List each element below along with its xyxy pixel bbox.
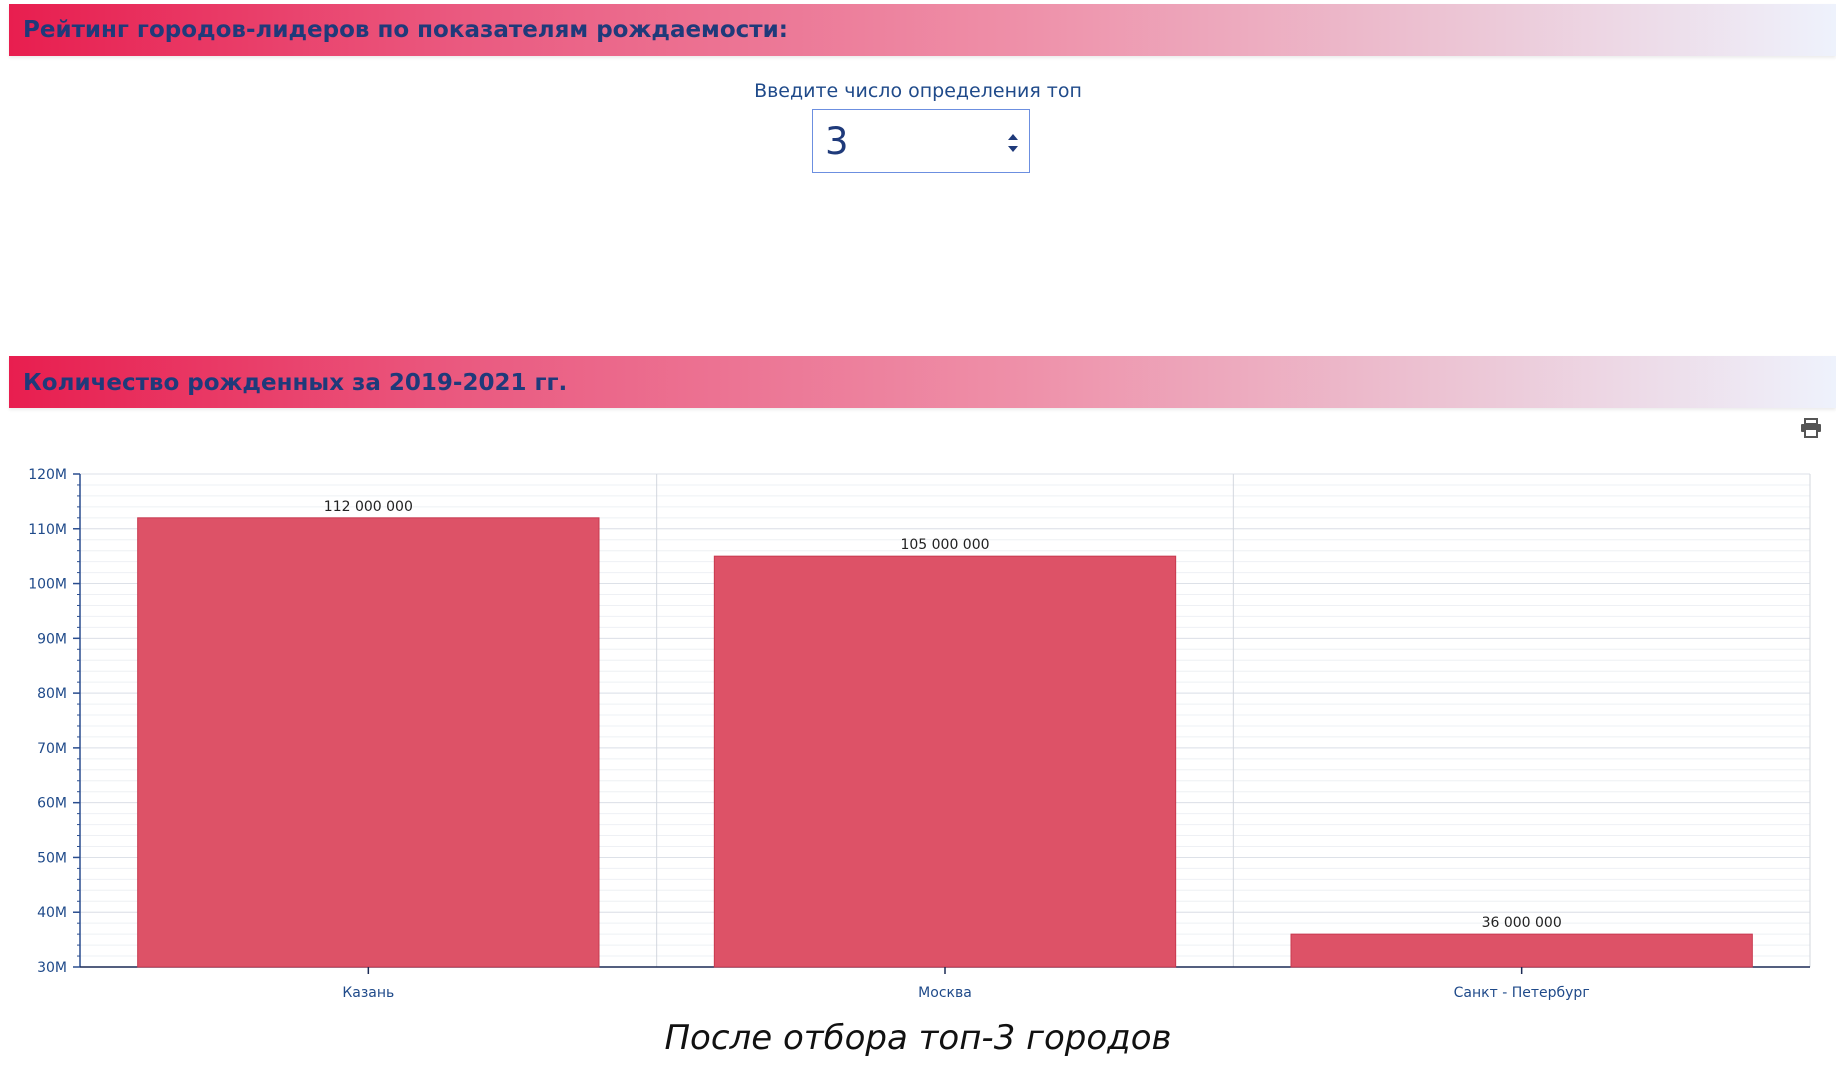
- top-count-value[interactable]: 3: [825, 120, 849, 163]
- y-tick-label: 60M: [37, 796, 67, 812]
- y-tick-label: 100M: [28, 577, 67, 593]
- top-count-input[interactable]: 3: [812, 109, 1030, 173]
- bar: [713, 555, 1177, 968]
- data-label: 112 000 000: [324, 499, 413, 515]
- births-bar-chart: 30M 40M 50M 60M 70M 80M 90M 100M 110M 120M 112 000…: [28, 467, 1811, 1001]
- top-count-label: Введите число определения топ: [754, 80, 1082, 102]
- figure-caption: После отбора топ-3 городов: [664, 1018, 1172, 1058]
- x-tick-label: Казань: [342, 985, 394, 1001]
- data-label: 36 000 000: [1482, 915, 1562, 931]
- bar: [137, 517, 600, 968]
- y-tick-label: 70M: [37, 741, 67, 757]
- x-tick-label: Москва: [918, 985, 972, 1001]
- y-tick-label: 30M: [37, 960, 67, 976]
- x-tick-label: Санкт - Петербург: [1454, 985, 1590, 1001]
- births-section-header: Количество рожденных за 2019-2021 гг.: [9, 356, 1836, 408]
- spinner-arrows-icon[interactable]: [1006, 132, 1020, 154]
- printer-icon[interactable]: [1800, 418, 1822, 438]
- y-tick-label: 50M: [37, 850, 67, 866]
- births-section-title: Количество рожденных за 2019-2021 гг.: [23, 370, 568, 396]
- y-tick-label: 80M: [37, 686, 67, 702]
- data-label: 105 000 000: [900, 537, 989, 553]
- bar: [1290, 933, 1753, 968]
- ranking-section-header: Рейтинг городов-лидеров по показателям р…: [9, 4, 1836, 56]
- y-tick-label: 90M: [37, 631, 67, 647]
- y-tick-label: 40M: [37, 905, 67, 921]
- y-tick-label: 110M: [28, 522, 67, 538]
- y-tick-label: 120M: [28, 467, 67, 483]
- ranking-section-title: Рейтинг городов-лидеров по показателям р…: [23, 17, 788, 43]
